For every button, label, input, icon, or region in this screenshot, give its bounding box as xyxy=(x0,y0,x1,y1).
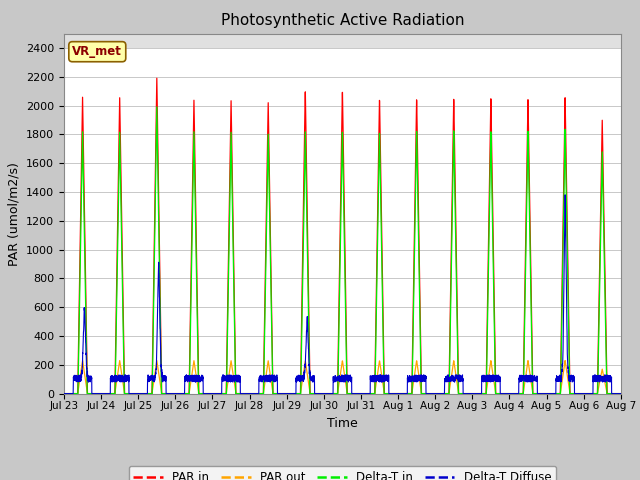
Bar xyxy=(64,34,621,48)
Y-axis label: PAR (umol/m2/s): PAR (umol/m2/s) xyxy=(8,162,20,265)
Title: Photosynthetic Active Radiation: Photosynthetic Active Radiation xyxy=(221,13,464,28)
Legend: PAR in, PAR out, Delta-T in, Delta-T Diffuse: PAR in, PAR out, Delta-T in, Delta-T Dif… xyxy=(129,466,556,480)
X-axis label: Time: Time xyxy=(327,417,358,430)
Text: VR_met: VR_met xyxy=(72,45,122,58)
